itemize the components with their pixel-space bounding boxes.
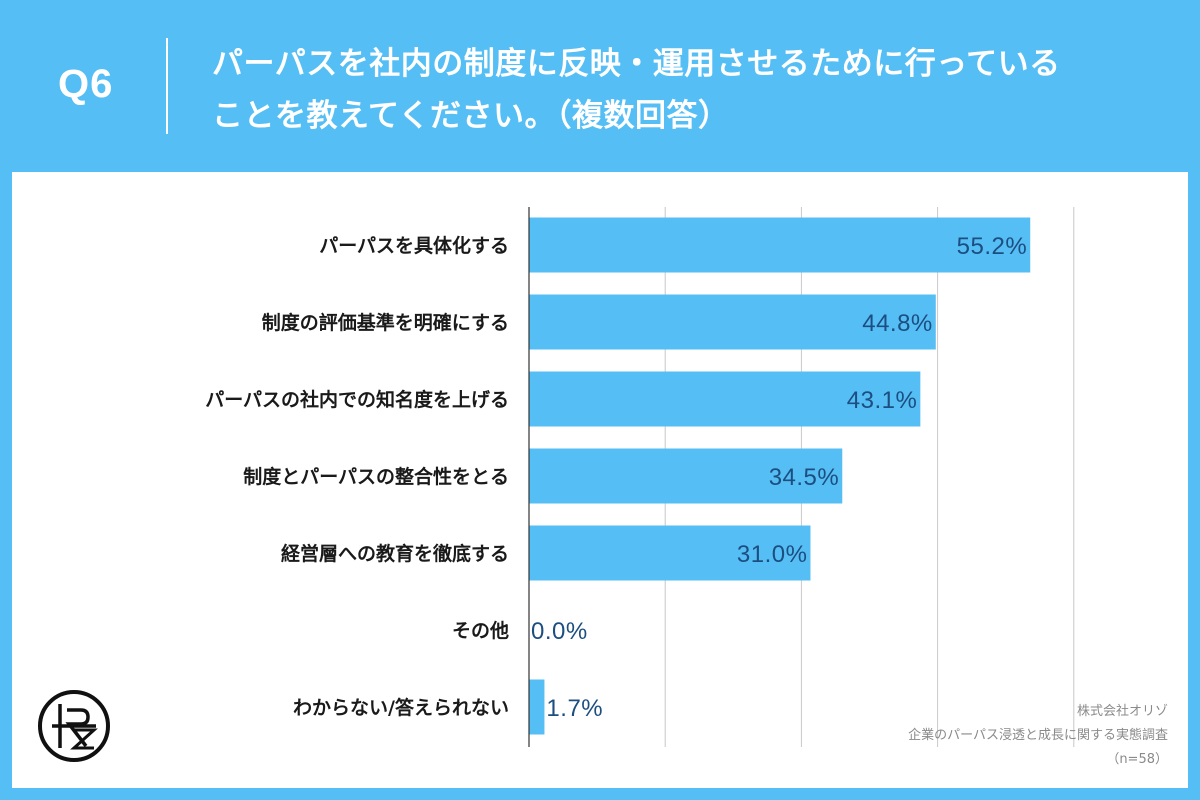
bar <box>529 371 921 427</box>
bar-chart: パーパスを具体化する 55.2% 制度の評価基準を明確にする 44.8% パーパスの社内… <box>205 207 1075 747</box>
category-label: パーパスの社内での知名度を上げる <box>205 388 509 411</box>
source-sample: （n=58） <box>1106 752 1168 767</box>
value-label: 34.5% <box>769 464 840 491</box>
question-line-1: パーパスを社内の制度に反映・運用させるために行っている <box>212 46 1061 82</box>
category-label: わからない/答えられない <box>293 696 509 719</box>
question-number: Q6 <box>58 62 114 106</box>
category-label: パーパスを具体化する <box>319 234 509 257</box>
category-label: その他 <box>452 619 509 642</box>
bar <box>529 679 545 735</box>
bar <box>529 448 843 504</box>
bar <box>529 217 1031 273</box>
question-text: パーパスを社内の制度に反映・運用させるために行っている ことを教えてください。（… <box>212 38 1172 142</box>
source-note: 株式会社オリゾ 企業のパーパス浸透と成長に関する実態調査 （n=58） <box>908 700 1168 772</box>
source-survey: 企業のパーパス浸透と成長に関する実態調査 <box>908 728 1168 743</box>
chart-panel: パーパスを具体化する 55.2% 制度の評価基準を明確にする 44.8% パーパスの社内… <box>12 172 1188 788</box>
category-label: 制度の評価基準を明確にする <box>262 311 509 334</box>
source-company: 株式会社オリゾ <box>1076 704 1168 719</box>
category-label: 制度とパーパスの整合性をとる <box>243 465 509 488</box>
value-label: 31.0% <box>737 541 808 568</box>
header-divider <box>166 38 168 134</box>
bar <box>529 525 811 581</box>
orizo-logo-icon <box>38 690 110 762</box>
value-label: 0.0% <box>531 618 588 645</box>
category-label: 経営層への教育を徹底する <box>281 542 509 565</box>
question-line-2: ことを教えてください。（複数回答） <box>212 98 730 134</box>
header: Q6 パーパスを社内の制度に反映・運用させるために行っている ことを教えてくださ… <box>0 0 1200 170</box>
value-label: 44.8% <box>862 310 933 337</box>
value-label: 43.1% <box>847 387 918 414</box>
value-label: 55.2% <box>957 233 1028 260</box>
value-label: 1.7% <box>546 695 603 722</box>
bar <box>529 294 936 350</box>
